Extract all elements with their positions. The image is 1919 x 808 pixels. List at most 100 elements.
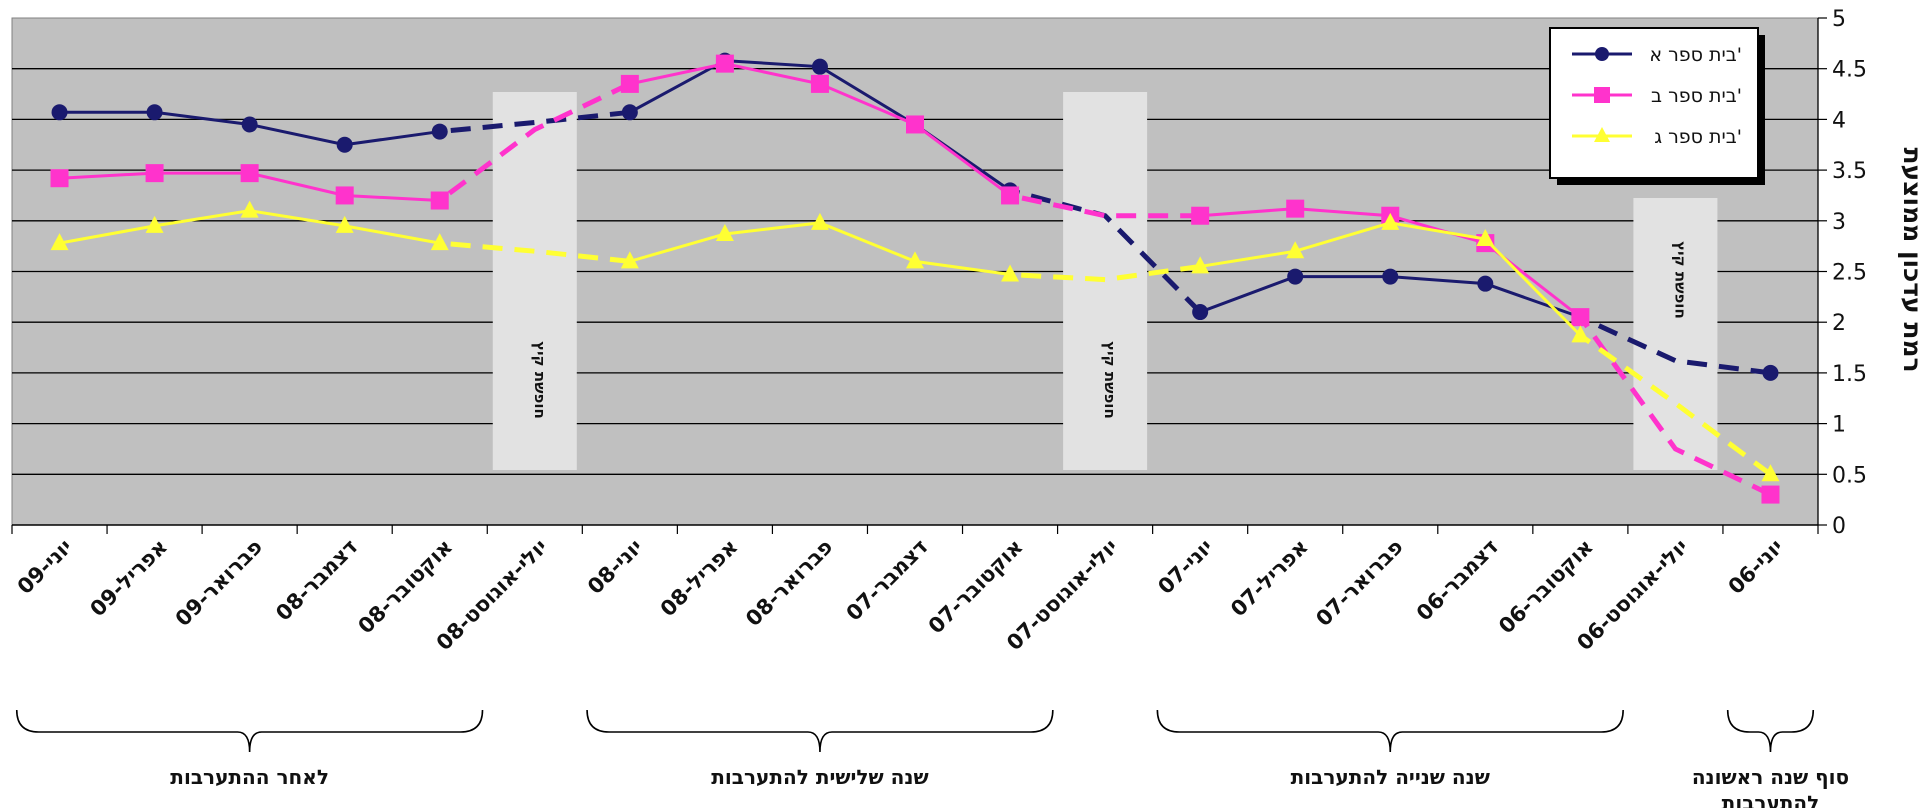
x-tick-label: אפריל-08 (656, 535, 743, 622)
y-axis-label: רמת עדכון ממוצעת (1898, 147, 1919, 372)
x-tick-label: דצמבר-07 (842, 535, 933, 626)
point (1001, 264, 1020, 282)
vacation-label: חופשת קיץ (531, 341, 549, 419)
point (1286, 199, 1305, 218)
point (620, 251, 639, 269)
point (1381, 212, 1400, 230)
point (1571, 325, 1590, 343)
vacation-box (1063, 92, 1148, 470)
x-tick-label: יוני-09 (13, 535, 77, 599)
point (50, 169, 69, 188)
vacation-box (1633, 198, 1718, 470)
point (1761, 485, 1780, 504)
point (1286, 241, 1305, 259)
legend-label: בית ספר ב' (1651, 85, 1742, 107)
x-tick-label: אוקטובר-06 (1494, 535, 1598, 639)
period-brace (1726, 709, 1815, 753)
y-tick-label: 4.5 (1832, 58, 1867, 83)
point (145, 215, 164, 233)
point (1761, 464, 1780, 482)
x-tick-label: אפריל-07 (1226, 535, 1313, 622)
x-tick-label: פברואר-08 (741, 535, 837, 631)
vacation-label: חופשת קיץ (1671, 241, 1689, 319)
point (620, 74, 639, 93)
dashed-connector (1579, 314, 1771, 376)
point (240, 164, 259, 183)
legend-marker (1594, 127, 1610, 142)
point (1762, 364, 1779, 381)
dashed-connector (1578, 333, 1772, 477)
y-tick-label: 1.5 (1832, 362, 1867, 387)
point (146, 104, 163, 121)
point (1191, 206, 1210, 225)
legend-marker (1595, 47, 1609, 61)
legend-label: בית ספר ג' (1654, 126, 1742, 148)
period-label: שנה שנייה להתערבות (1291, 765, 1490, 789)
point (430, 191, 449, 210)
period-label: סוף שנה ראשונה להתערבות (1692, 765, 1849, 808)
point (1477, 275, 1494, 292)
legend: בית ספר א' בית ספר ב' בית ספר ג' (1549, 27, 1765, 185)
point (1287, 268, 1304, 285)
x-tick-label: יוני-06 (1724, 535, 1788, 599)
y-tick-label: 2 (1832, 311, 1846, 336)
y-axis: 0 0.5 1 1.5 2 2.5 3 3.5 4 4.5 5 (1817, 7, 1867, 539)
x-tick-label: פברואר-07 (1311, 535, 1407, 631)
period-label: לאחר ההתערבות (170, 765, 329, 789)
point (335, 215, 354, 233)
x-tick-label: יוני-07 (1153, 535, 1217, 599)
period-label: שנה שלישית להתערבות (711, 765, 928, 789)
y-tick-label: 1 (1832, 413, 1846, 438)
y-tick-label: 3 (1832, 210, 1846, 235)
point (811, 58, 828, 75)
legend-marker (1594, 87, 1610, 103)
x-tick-label: אפריל-09 (85, 535, 172, 622)
point (51, 104, 68, 121)
point (241, 116, 258, 133)
point (1191, 256, 1210, 274)
x-tick-label: יוני-08 (583, 535, 647, 599)
gridlines (12, 68, 1818, 475)
series-lines (50, 52, 1780, 504)
point (810, 74, 829, 93)
point (1192, 304, 1209, 321)
period-brace (586, 709, 1054, 753)
period-brace (1156, 709, 1624, 753)
point (1382, 268, 1399, 285)
point (431, 123, 448, 140)
point (1571, 308, 1590, 327)
y-tick-label: 0 (1832, 514, 1846, 539)
point (1476, 229, 1495, 247)
point (430, 233, 449, 251)
point (50, 233, 69, 251)
dashed-connector (438, 81, 631, 203)
x-axis: יוני-06יולי-אוגוסט-06אוקטובר-06דצמבר-06פ… (11, 524, 1819, 655)
point (145, 164, 164, 183)
y-tick-label: 5 (1832, 7, 1846, 32)
point (240, 200, 259, 218)
point (715, 223, 734, 241)
dashed-connector (1578, 315, 1772, 497)
point (715, 54, 734, 73)
point (335, 186, 354, 205)
y-tick-label: 2.5 (1832, 261, 1867, 286)
x-tick-label: פברואר-09 (171, 535, 267, 631)
period-braces: לאחר ההתערבות שנה שלישית להתערבות שנה שניי… (15, 709, 1849, 808)
dashed-connector (1009, 187, 1202, 314)
point (810, 212, 829, 230)
y-tick-label: 0.5 (1832, 463, 1867, 488)
x-tick-label: אוקטובר-08 (353, 535, 457, 639)
period-brace (15, 709, 484, 753)
vacation-markers: חופשת קיץ חופשת קיץ חופשת קיץ (492, 92, 1718, 470)
vacation-box (492, 92, 577, 470)
x-tick-label: אוקטובר-07 (924, 535, 1028, 639)
vacation-label: חופשת קיץ (1101, 341, 1119, 419)
point (336, 136, 353, 153)
x-tick-label: דצמבר-06 (1412, 535, 1503, 626)
x-tick-label: דצמבר-08 (271, 535, 362, 626)
y-tick-label: 4 (1832, 108, 1846, 133)
point (621, 104, 638, 121)
point (906, 251, 924, 269)
point (906, 115, 924, 134)
